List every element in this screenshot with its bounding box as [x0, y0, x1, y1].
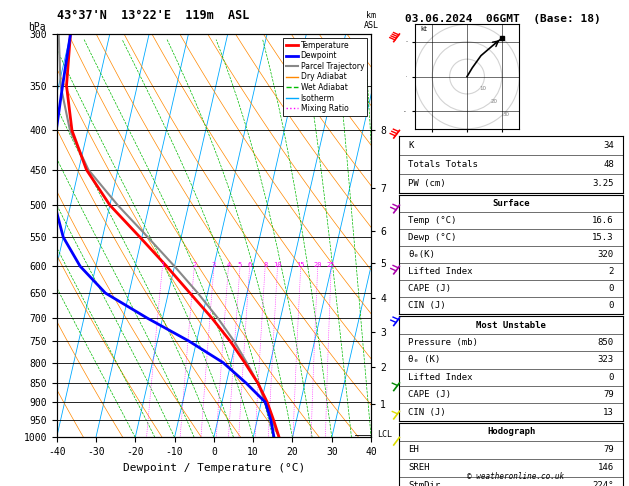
Text: Mixing Ratio (g/kg): Mixing Ratio (g/kg) [404, 208, 413, 303]
X-axis label: Dewpoint / Temperature (°C): Dewpoint / Temperature (°C) [123, 463, 305, 473]
Text: 3.25: 3.25 [593, 179, 614, 189]
Legend: Temperature, Dewpoint, Parcel Trajectory, Dry Adiabat, Wet Adiabat, Isotherm, Mi: Temperature, Dewpoint, Parcel Trajectory… [283, 38, 367, 116]
Text: 79: 79 [603, 390, 614, 399]
Text: Lifted Index: Lifted Index [408, 267, 473, 277]
Text: 15.3: 15.3 [593, 233, 614, 243]
Text: 15: 15 [296, 262, 305, 268]
Text: 6: 6 [248, 262, 252, 268]
Text: hPa: hPa [28, 22, 46, 32]
Text: 13: 13 [603, 408, 614, 417]
Text: 320: 320 [598, 250, 614, 260]
Text: 224°: 224° [593, 481, 614, 486]
Text: CIN (J): CIN (J) [408, 408, 446, 417]
Text: 5: 5 [238, 262, 242, 268]
Text: Temp (°C): Temp (°C) [408, 216, 457, 226]
Text: 0: 0 [608, 373, 614, 382]
Text: 146: 146 [598, 463, 614, 472]
Text: Pressure (mb): Pressure (mb) [408, 338, 478, 347]
Text: 0: 0 [608, 301, 614, 311]
Text: Surface: Surface [493, 199, 530, 208]
Text: θₑ (K): θₑ (K) [408, 355, 440, 364]
Text: 8: 8 [263, 262, 267, 268]
Text: 43°37'N  13°22'E  119m  ASL: 43°37'N 13°22'E 119m ASL [57, 9, 249, 22]
Text: 20: 20 [491, 99, 498, 104]
Text: 3: 3 [212, 262, 216, 268]
Text: 850: 850 [598, 338, 614, 347]
Text: CIN (J): CIN (J) [408, 301, 446, 311]
Text: 4: 4 [226, 262, 231, 268]
Text: 20: 20 [313, 262, 322, 268]
Text: © weatheronline.co.uk: © weatheronline.co.uk [467, 472, 564, 481]
Text: 48: 48 [603, 160, 614, 169]
Text: Lifted Index: Lifted Index [408, 373, 473, 382]
Text: Most Unstable: Most Unstable [476, 321, 546, 330]
Text: StmDir: StmDir [408, 481, 440, 486]
Text: LCL: LCL [377, 430, 392, 439]
Text: 2: 2 [608, 267, 614, 277]
Text: 0: 0 [608, 284, 614, 294]
Text: Totals Totals: Totals Totals [408, 160, 478, 169]
Text: kt: kt [420, 26, 427, 32]
Text: 34: 34 [603, 141, 614, 150]
Text: CAPE (J): CAPE (J) [408, 284, 452, 294]
Text: 1: 1 [160, 262, 165, 268]
Text: K: K [408, 141, 414, 150]
Text: θₑ(K): θₑ(K) [408, 250, 435, 260]
Text: 03.06.2024  06GMT  (Base: 18): 03.06.2024 06GMT (Base: 18) [405, 14, 601, 24]
Text: CAPE (J): CAPE (J) [408, 390, 452, 399]
Text: EH: EH [408, 445, 419, 454]
Text: km
ASL: km ASL [364, 11, 379, 30]
Text: 10: 10 [274, 262, 282, 268]
Text: 16.6: 16.6 [593, 216, 614, 226]
Text: PW (cm): PW (cm) [408, 179, 446, 189]
Text: 79: 79 [603, 445, 614, 454]
Text: 25: 25 [327, 262, 335, 268]
Text: 10: 10 [479, 86, 486, 90]
Text: 323: 323 [598, 355, 614, 364]
Text: 30: 30 [503, 112, 509, 117]
Text: SREH: SREH [408, 463, 430, 472]
Text: Hodograph: Hodograph [487, 427, 535, 436]
Text: 2: 2 [192, 262, 196, 268]
Text: Dewp (°C): Dewp (°C) [408, 233, 457, 243]
